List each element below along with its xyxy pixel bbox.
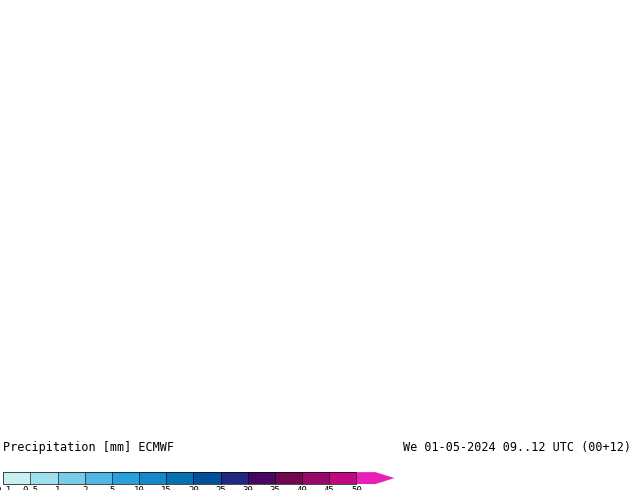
Bar [329,472,356,484]
Text: We 01-05-2024 09..12 UTC (00+12): We 01-05-2024 09..12 UTC (00+12) [403,441,631,454]
Text: 0.5: 0.5 [22,486,39,490]
Text: 50: 50 [351,486,362,490]
Bar [221,472,248,484]
Text: 35: 35 [269,486,280,490]
FancyArrow shape [356,472,394,484]
Text: 15: 15 [161,486,172,490]
Text: 2: 2 [82,486,87,490]
Text: 1: 1 [55,486,60,490]
Bar [193,472,221,484]
Bar [166,472,193,484]
Bar [302,472,329,484]
Bar [58,472,85,484]
Text: 5: 5 [109,486,115,490]
Text: 20: 20 [188,486,198,490]
Bar [275,472,302,484]
Text: 40: 40 [297,486,307,490]
Text: 45: 45 [324,486,335,490]
Text: 0.1: 0.1 [0,486,11,490]
Bar [112,472,139,484]
Text: 25: 25 [215,486,226,490]
Bar [3,472,356,484]
Text: Precipitation [mm] ECMWF: Precipitation [mm] ECMWF [3,441,174,454]
Bar [3,472,30,484]
Text: 30: 30 [242,486,253,490]
Bar [85,472,112,484]
Text: 10: 10 [134,486,145,490]
Bar [248,472,275,484]
Bar [30,472,58,484]
Bar [139,472,166,484]
